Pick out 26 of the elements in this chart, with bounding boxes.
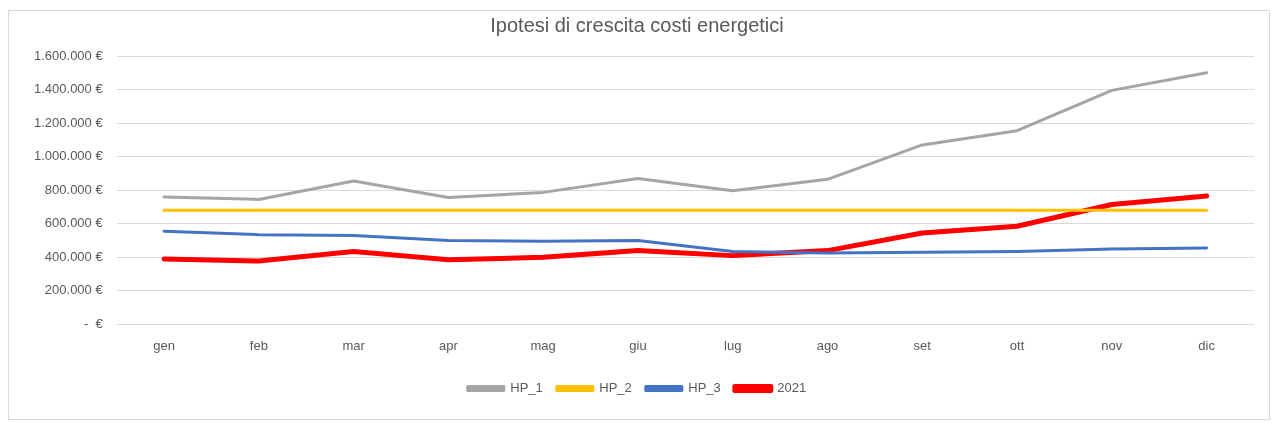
y-tick-label: 400.000 €	[44, 248, 104, 264]
legend-label: HP_2	[599, 380, 632, 396]
x-tick-label: gen	[153, 337, 175, 353]
y-tick-label: 1.400.000 €	[33, 81, 104, 97]
y-tick-label: 600.000 €	[44, 215, 104, 231]
chart-title: Ipotesi di crescita costi energetici	[490, 13, 784, 36]
y-tick-label: 1.200.000 €	[33, 114, 104, 130]
x-tick-label: apr	[439, 337, 459, 353]
x-tick-label: feb	[249, 337, 268, 353]
y-tick-label: 800.000 €	[44, 181, 104, 197]
x-tick-label: mar	[342, 337, 366, 353]
legend-label: HP_3	[688, 380, 721, 396]
y-tick-label: 200.000 €	[44, 282, 104, 298]
x-tick-label: lug	[724, 337, 742, 353]
y-tick-label: 1.600.000 €	[33, 47, 104, 63]
y-tick-label: - €	[83, 315, 104, 331]
legend-label: HP_1	[510, 380, 543, 396]
x-tick-label: set	[913, 337, 932, 353]
legend-label: 2021	[777, 380, 807, 396]
x-tick-label: ago	[816, 337, 839, 353]
x-tick-label: ott	[1009, 337, 1025, 353]
x-tick-label: giu	[629, 337, 647, 353]
y-tick-label: 1.000.000 €	[33, 148, 104, 164]
x-tick-label: nov	[1101, 337, 1123, 353]
x-tick-label: mag	[530, 337, 556, 353]
x-tick-label: dic	[1198, 337, 1216, 353]
